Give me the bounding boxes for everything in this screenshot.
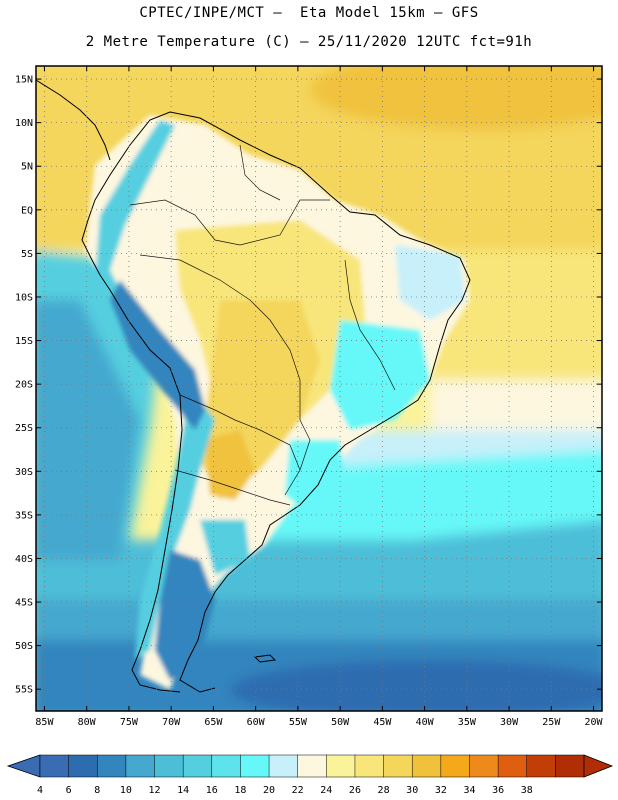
lat-label: 10S — [15, 292, 33, 303]
lon-label: 45W — [373, 717, 392, 728]
band-hot-atlantic — [310, 66, 602, 130]
lon-label: 80W — [78, 717, 97, 728]
legend-swatch — [268, 754, 299, 778]
legend-label: 10 — [120, 785, 132, 796]
lat-label: 35S — [15, 510, 33, 521]
lon-label: 25W — [542, 717, 561, 728]
legend-label: 26 — [349, 785, 361, 796]
legend-swatch — [354, 754, 385, 778]
legend-swatch — [326, 754, 356, 778]
legend-label: 36 — [492, 785, 504, 796]
lon-label: 65W — [204, 717, 223, 728]
legend-swatch — [440, 754, 471, 778]
lon-label: 75W — [120, 717, 139, 728]
legend-swatch — [555, 754, 585, 778]
lat-label: 55S — [15, 685, 33, 696]
patagonia-cold — [155, 550, 215, 680]
lat-label: 20S — [15, 380, 33, 391]
lon-label: 70W — [162, 717, 181, 728]
legend-label: 34 — [463, 785, 475, 796]
legend-swatch — [68, 754, 98, 778]
border-argentina-north — [174, 469, 291, 506]
legend-swatch — [182, 754, 213, 778]
lat-label: 40S — [15, 554, 33, 565]
land-cool-plateau — [330, 320, 430, 430]
map-frame — [35, 65, 603, 712]
land-cool-northeast — [395, 245, 465, 320]
legend-swatch — [125, 754, 156, 778]
legend-label: 28 — [378, 785, 390, 796]
lon-label: 30W — [500, 717, 519, 728]
falklands — [253, 654, 277, 663]
legend-swatch — [211, 754, 241, 778]
lon-label: 40W — [416, 717, 435, 728]
legend-label: 16 — [206, 785, 218, 796]
lat-label: 30S — [15, 467, 33, 478]
band-mid-lat — [36, 540, 602, 600]
lat-label: 45S — [15, 598, 33, 609]
atlantic-coast — [94, 111, 471, 693]
legend-label: 20 — [263, 785, 275, 796]
lon-label: 20W — [585, 717, 604, 728]
legend-swatch — [297, 754, 327, 778]
country-borders — [129, 144, 396, 506]
lon-label: 55W — [289, 717, 308, 728]
legend-swatch — [383, 754, 413, 778]
legend-label: 12 — [149, 785, 161, 796]
lon-axis: 85W 80W 75W 70W 65W 60W 55W 50W 45W 40W 35W 30W 25W 2… — [35, 66, 604, 728]
border-uruguay — [284, 419, 311, 496]
legend-label: 8 — [94, 785, 100, 796]
legend-swatch — [497, 754, 528, 778]
legend-swatch — [97, 754, 127, 778]
legend-swatch — [240, 754, 270, 778]
legend-label: 22 — [292, 785, 304, 796]
band-coldest — [230, 660, 602, 711]
legend-swatch — [526, 754, 556, 778]
lat-label: EQ — [21, 205, 33, 216]
legend-label: 4 — [37, 785, 43, 796]
andes-altiplano — [110, 280, 205, 430]
border-bolivia-paraguay — [179, 394, 301, 471]
temperature-field — [36, 66, 602, 711]
legend-label: 30 — [406, 785, 418, 796]
coastlines — [36, 79, 471, 693]
border-north — [129, 199, 330, 246]
legend-label: 32 — [435, 785, 447, 796]
lat-label: 5N — [21, 162, 33, 173]
legend-label: 38 — [521, 785, 533, 796]
lat-label: 50S — [15, 641, 33, 652]
lat-label: 15S — [15, 336, 33, 347]
legend-swatch — [469, 754, 499, 778]
pampa-cool — [200, 520, 250, 575]
border-venezuela — [239, 144, 281, 201]
pacific-coast — [81, 199, 183, 693]
legend-swatch — [154, 754, 184, 778]
color-legend: 4 6 8 10 12 14 16 18 20 22 24 26 28 30 32 34 36 38 — [6, 754, 614, 796]
lon-label: 50W — [331, 717, 350, 728]
border-brazil-states — [344, 259, 396, 391]
lat-label: 5S — [21, 249, 33, 260]
legend-arrow-low — [6, 754, 41, 778]
lat-label: 15N — [15, 75, 33, 86]
border-brazil-west — [139, 254, 301, 420]
legend-swatch — [39, 754, 70, 778]
central-america — [36, 79, 111, 161]
title-line-2: 2 Metre Temperature (C) – 25/11/2020 12U… — [85, 34, 533, 50]
band-pacific-2 — [36, 300, 140, 560]
lat-label: 10N — [15, 118, 33, 129]
legend-swatch — [411, 754, 442, 778]
lat-label: 25S — [15, 423, 33, 434]
legend-label: 18 — [234, 785, 246, 796]
lon-label: 60W — [247, 717, 266, 728]
lat-axis: 15N 10N 5N EQ 5S 10S 15S 20S 25S 30S 35S 40S 45S 50S 5… — [15, 75, 602, 696]
legend-label: 24 — [320, 785, 332, 796]
legend-arrow-high — [583, 754, 614, 778]
lon-label: 85W — [35, 717, 54, 728]
lon-label: 35W — [458, 717, 477, 728]
legend-label: 14 — [177, 785, 189, 796]
legend-label: 6 — [66, 785, 72, 796]
land-cool-south-brazil — [285, 440, 345, 515]
title-line-1: CPTEC/INPE/MCT – Eta Model 15km – GFS — [139, 5, 479, 21]
